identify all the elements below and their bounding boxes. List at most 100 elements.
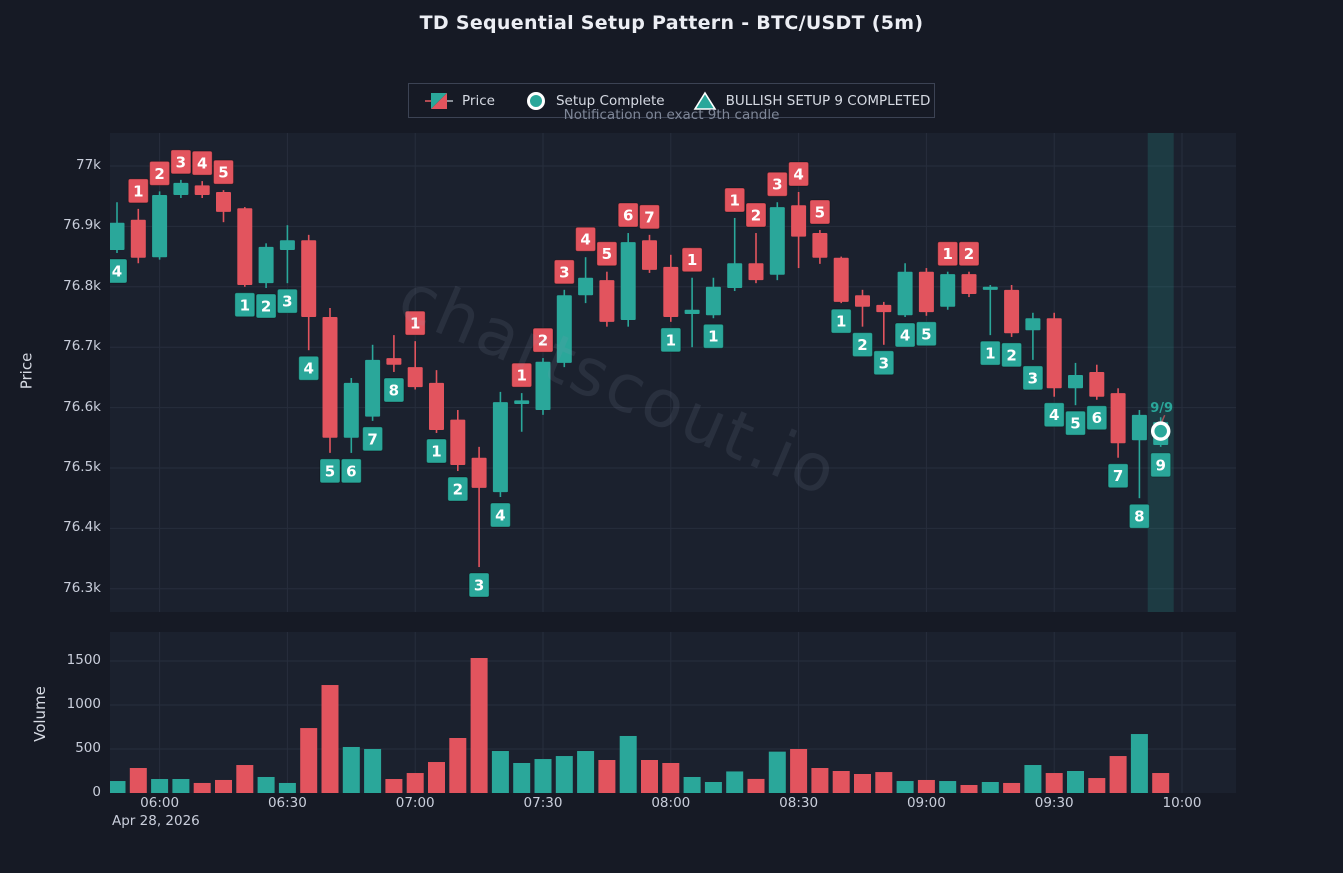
volume-bar — [577, 751, 595, 793]
legend-item-bullish-setup: BULLISH SETUP 9 COMPLETED — [693, 90, 930, 111]
volume-bar — [747, 778, 765, 793]
setup-count-text: 4 — [580, 231, 590, 249]
sell-setup-count-label — [788, 161, 810, 187]
sell-setup-count-label — [766, 171, 788, 197]
candle-body — [855, 295, 870, 307]
setup-count-text: 2 — [751, 207, 761, 225]
buy-setup-count-label — [426, 438, 447, 464]
setup-count-text: 3 — [772, 176, 782, 194]
volume-bar — [321, 685, 339, 793]
candle-body — [642, 240, 657, 270]
candle-body — [620, 242, 636, 321]
candle-body — [982, 286, 998, 290]
volume-bar — [917, 779, 935, 793]
setup-count-text: 4 — [197, 155, 207, 173]
setup-count-text: 5 — [218, 164, 228, 182]
buy-setup-count-label — [255, 293, 277, 319]
page-title: TD Sequential Setup Pattern - BTC/USDT (… — [419, 12, 924, 34]
buy-setup-count-label — [234, 292, 256, 318]
buy-setup-count-label — [319, 458, 341, 484]
volume-bar — [534, 759, 552, 793]
buy-setup-count-label — [830, 308, 852, 334]
marker-connector-line — [1161, 414, 1166, 423]
price-tick-label: 77k — [76, 157, 101, 173]
setup-count-text: 9 — [1155, 456, 1165, 474]
setup-count-text: 4 — [303, 360, 313, 378]
candle-body — [407, 367, 423, 388]
price-tick-label: 76.3k — [63, 579, 101, 596]
volume-bar — [151, 779, 169, 793]
setup-count-text: 6 — [623, 207, 633, 225]
buy-setup-count-label — [276, 288, 298, 314]
candle-body — [705, 286, 721, 316]
setup-count-text: 6 — [346, 462, 356, 480]
sell-setup-count-label — [170, 149, 192, 175]
time-tick-label: 07:30 — [523, 795, 563, 811]
volume-bar — [1088, 778, 1106, 793]
candle-body — [322, 317, 338, 438]
volume-tick-label: 0 — [92, 784, 101, 800]
setup-count-text: 7 — [367, 430, 377, 448]
time-tick-label: 08:00 — [651, 795, 691, 811]
setup-count-text: 5 — [815, 204, 825, 222]
setup-count-text: 1 — [687, 251, 697, 269]
setup-count-text: 3 — [474, 577, 484, 595]
volume-bar — [172, 779, 190, 793]
candle-body — [216, 191, 231, 212]
setup-count-text: 1 — [431, 442, 441, 460]
time-tick-label: 07:00 — [395, 795, 435, 811]
candle-body — [152, 194, 168, 258]
volume-bar — [513, 762, 531, 793]
candle-body — [1046, 318, 1062, 389]
setup-count-text: 2 — [154, 165, 164, 183]
legend-subtitle-note: Notification on exact 9th candle — [563, 107, 780, 123]
volume-chart-panel — [110, 632, 1236, 793]
candle-body — [237, 208, 253, 285]
setup-count-text: 8 — [389, 381, 399, 399]
nine-of-nine-text: 9/9 — [1150, 401, 1173, 416]
setup-count-text: 1 — [410, 315, 420, 333]
candle-body — [194, 185, 210, 195]
setup-count-text: 7 — [1113, 467, 1123, 485]
setup-count-text: 4 — [793, 165, 803, 183]
price-tick-label: 76.9k — [63, 217, 101, 234]
candle-body — [769, 207, 785, 275]
volume-bar — [811, 768, 829, 793]
candle-body — [173, 182, 189, 195]
buy-setup-count-label — [852, 332, 873, 358]
volume-tick-label: 1500 — [66, 652, 101, 668]
setup-count-text: 2 — [453, 481, 463, 499]
setup-count-text: 8 — [1134, 508, 1144, 526]
setup-count-text: 2 — [857, 336, 867, 354]
sell-setup-count-label — [191, 150, 213, 176]
buy-setup-count-label — [1128, 503, 1150, 529]
volume-chart-svg — [110, 632, 1236, 793]
candle-body — [386, 358, 402, 365]
setup-count-text: 5 — [921, 325, 931, 343]
volume-bar — [790, 749, 808, 793]
volume-bar — [110, 781, 126, 793]
candle-body — [279, 240, 295, 250]
volume-bar — [406, 773, 424, 793]
candle-body — [684, 309, 700, 314]
volume-tick-label: 1000 — [66, 696, 101, 712]
volume-bar — [428, 762, 445, 793]
buy-setup-count-label — [1150, 452, 1172, 478]
candle-body — [663, 266, 679, 317]
volume-bar — [470, 658, 488, 793]
time-tick-label: 09:30 — [1034, 795, 1074, 811]
setup-count-text: 3 — [282, 293, 292, 311]
setup-count-text: 5 — [1070, 415, 1080, 433]
setup-complete-highlight-band — [1147, 133, 1174, 612]
setup-count-text: 2 — [964, 245, 974, 263]
candle-body — [940, 274, 956, 307]
volume-tick-label: 500 — [75, 740, 101, 756]
candle-body — [365, 359, 381, 417]
volume-bar — [342, 746, 360, 793]
volume-bar — [215, 779, 232, 793]
volume-bar — [1067, 771, 1084, 793]
buy-setup-count-label — [1107, 463, 1129, 489]
buy-setup-count-label — [1065, 410, 1086, 436]
volume-bar — [875, 772, 893, 793]
